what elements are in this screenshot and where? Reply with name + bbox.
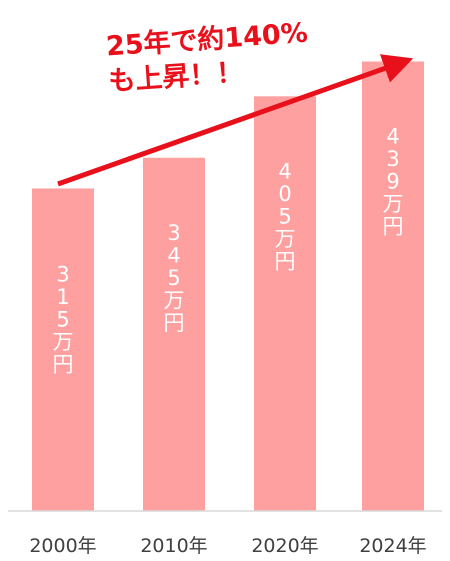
- bar-2: [254, 96, 316, 511]
- bar-value-label: 4 3 9 万円: [383, 125, 404, 239]
- bar-value-label: 4 0 5 万円: [275, 159, 296, 273]
- annotation-line-1: 25年で約140%: [105, 16, 309, 62]
- trend-arrow: [57, 54, 414, 187]
- annotation-group: 25年で約140% も上昇！！: [105, 16, 309, 97]
- bars-layer: 3 1 5 万円 3 4 5 万円 4 0 5 万円 4 3 9 万円: [32, 61, 424, 512]
- category-label: 2000年: [29, 535, 96, 557]
- category-label: 2010年: [140, 535, 207, 557]
- category-label: 2024年: [359, 535, 426, 557]
- annotation-line-2: も上昇！！: [107, 57, 244, 97]
- category-labels: 2000年 2010年 2020年 2024年: [29, 535, 426, 557]
- bar-1: [143, 157, 205, 511]
- bar-value-label: 3 1 5 万円: [53, 262, 74, 376]
- bar-0: [32, 188, 94, 511]
- category-label: 2020年: [251, 535, 318, 557]
- bar-3: [362, 61, 424, 512]
- bar-value-label: 3 4 5 万円: [164, 221, 185, 335]
